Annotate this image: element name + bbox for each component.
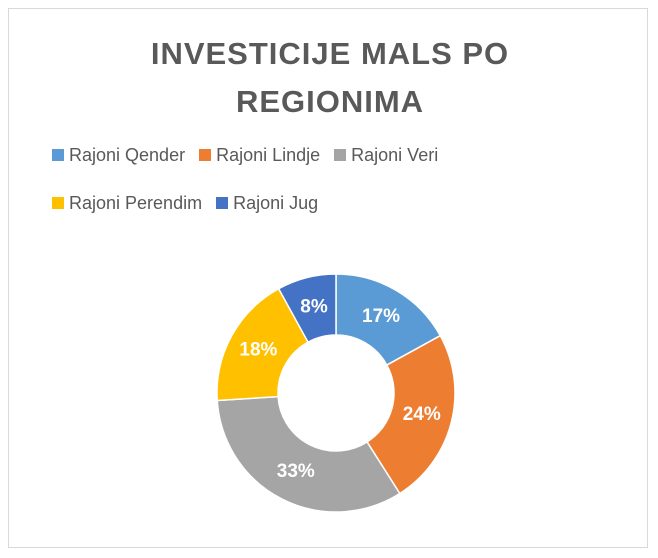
legend-item: Rajoni Qender	[52, 142, 185, 168]
legend-item: Rajoni Perendim	[52, 190, 202, 216]
data-label: 8%	[300, 296, 328, 317]
legend-item: Rajoni Veri	[334, 142, 438, 168]
chart-frame	[8, 8, 648, 548]
data-label: 33%	[277, 461, 315, 482]
donut-slice	[366, 334, 456, 495]
legend-swatch	[216, 197, 229, 209]
donut-slice	[277, 273, 337, 344]
donut-slice	[216, 395, 401, 513]
legend-swatch	[199, 149, 212, 161]
chart-title: INVESTICIJE MALS PO REGIONIMA	[150, 36, 510, 119]
legend-label: Rajoni Veri	[351, 144, 439, 165]
legend-label: Rajoni Qender	[69, 144, 186, 165]
legend-swatch	[52, 197, 64, 209]
legend-label: Rajoni Jug	[233, 192, 319, 213]
legend: Rajoni Qender Rajoni Lindje Rajoni Veri Raj…	[52, 142, 592, 216]
legend-item: Rajoni Lindje	[199, 142, 320, 168]
legend-item: Rajoni Jug	[216, 190, 318, 216]
legend-swatch	[334, 149, 347, 161]
legend-label: Rajoni Lindje	[216, 144, 321, 165]
legend-label: Rajoni Perendim	[69, 192, 203, 213]
data-label: 18%	[239, 339, 277, 360]
data-label: 17%	[362, 306, 400, 327]
legend-swatch	[52, 149, 64, 161]
data-label: 24%	[403, 404, 441, 425]
